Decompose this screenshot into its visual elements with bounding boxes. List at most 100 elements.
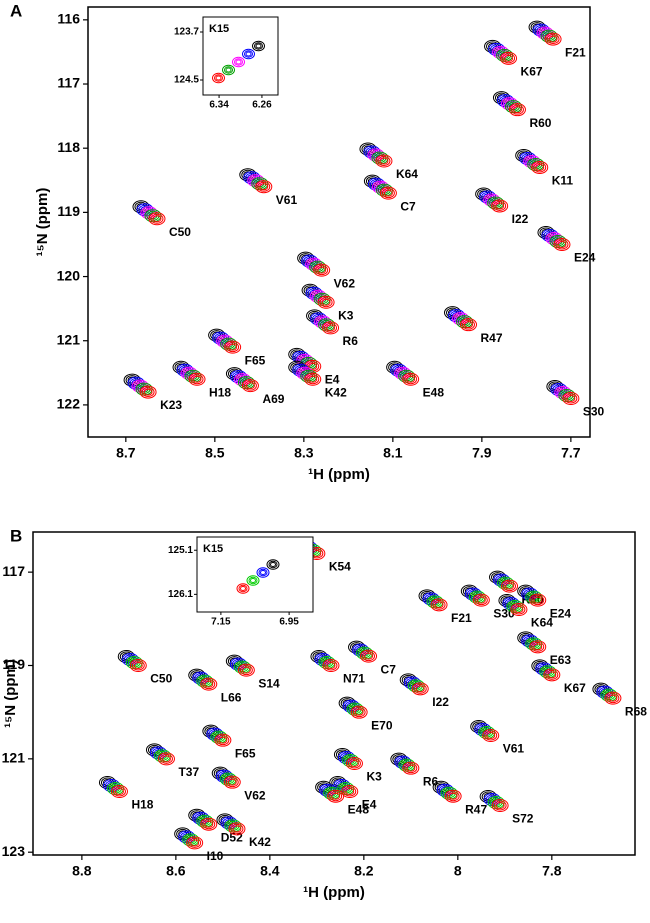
peak-label: K23 <box>160 398 182 412</box>
inset-contour <box>268 560 278 569</box>
contour <box>364 652 374 660</box>
inset-contour <box>258 568 268 577</box>
inset-contour <box>222 64 235 76</box>
inset-contour <box>232 56 245 68</box>
peak-label: S30 <box>583 405 605 419</box>
contour <box>434 601 444 609</box>
peak-label: K42 <box>325 385 347 399</box>
y-tick-label: 123 <box>2 843 26 859</box>
contour <box>512 604 526 615</box>
peak-label: E24 <box>574 251 596 265</box>
y-tick-label: 121 <box>2 750 26 766</box>
contour <box>331 792 341 800</box>
contour <box>190 839 200 847</box>
y-tick-label: 119 <box>57 203 80 219</box>
contour <box>192 375 202 383</box>
contour <box>533 643 543 651</box>
contour <box>510 104 524 115</box>
peak <box>402 372 420 386</box>
peak <box>255 180 273 194</box>
x-tick-label: 8.2 <box>354 863 374 879</box>
y-tick-label: 117 <box>57 75 80 91</box>
peak <box>411 682 429 696</box>
peak <box>345 757 363 771</box>
peak <box>228 822 246 836</box>
contour <box>343 786 357 797</box>
peak-label: T37 <box>178 765 199 779</box>
peak <box>402 761 420 775</box>
x-tick-label: 8.5 <box>205 445 225 461</box>
inset-contour <box>236 583 250 594</box>
peak-label: A69 <box>262 392 284 406</box>
contour <box>326 661 336 669</box>
contour <box>227 778 237 786</box>
inset-contour <box>234 58 243 66</box>
contour <box>474 595 488 606</box>
inset-y-tick-label: 126.1 <box>168 589 193 600</box>
peak <box>322 658 340 672</box>
peak <box>224 340 242 354</box>
peak-label: L66 <box>221 690 242 704</box>
contour <box>204 820 214 828</box>
peak-label: F21 <box>451 611 472 625</box>
peak-label: V62 <box>334 276 356 290</box>
contour <box>362 651 376 662</box>
peak-label: V62 <box>244 788 266 802</box>
contour <box>308 362 318 370</box>
peak-label: V61 <box>503 742 525 756</box>
peak <box>543 668 561 682</box>
contour <box>448 792 458 800</box>
contour <box>141 387 155 398</box>
inset-contour <box>246 575 260 586</box>
peak-label: R6 <box>423 774 439 788</box>
peak-label: C50 <box>150 672 172 686</box>
contour <box>349 760 359 768</box>
contour <box>308 375 318 383</box>
inset-label: K15 <box>209 23 229 35</box>
peak <box>341 785 359 799</box>
peak <box>327 789 345 803</box>
contour <box>381 188 395 199</box>
contour <box>114 788 124 796</box>
contour <box>564 393 578 404</box>
peak <box>186 836 204 850</box>
contour <box>462 319 476 330</box>
contour <box>202 819 216 830</box>
contour <box>202 679 216 690</box>
contour <box>245 382 255 390</box>
peak <box>529 640 547 654</box>
contour <box>190 374 204 385</box>
x-tick-label: 8.1 <box>383 445 403 461</box>
peak <box>529 593 547 607</box>
contour <box>352 707 366 718</box>
contour <box>226 342 240 353</box>
peak <box>200 677 218 691</box>
peak <box>241 379 259 393</box>
contour <box>241 666 251 674</box>
peak <box>379 186 397 200</box>
contour <box>143 388 153 396</box>
contour <box>161 755 171 763</box>
peak <box>501 579 519 593</box>
inset-contour <box>252 40 265 52</box>
panel-label: B <box>10 526 22 545</box>
contour <box>546 34 560 45</box>
inset-contour <box>248 576 258 585</box>
peak <box>148 212 166 226</box>
peak-label: E48 <box>348 802 370 816</box>
peak-label: N71 <box>343 672 365 686</box>
peak <box>510 602 528 616</box>
y-axis-label: ¹⁵N (ppm) <box>34 188 51 257</box>
inset-x-tick-label: 7.15 <box>211 617 231 628</box>
contour <box>495 202 505 210</box>
contour <box>404 374 418 385</box>
inset-contour <box>260 570 266 575</box>
contour <box>326 324 336 332</box>
peak-label: C7 <box>400 199 416 213</box>
peak-label: D52 <box>221 830 243 844</box>
inset-y-tick-label: 124.5 <box>174 75 199 86</box>
peak-label: E48 <box>423 385 445 399</box>
x-tick-label: 7.9 <box>472 445 492 461</box>
contour <box>512 106 522 114</box>
peak <box>472 593 490 607</box>
